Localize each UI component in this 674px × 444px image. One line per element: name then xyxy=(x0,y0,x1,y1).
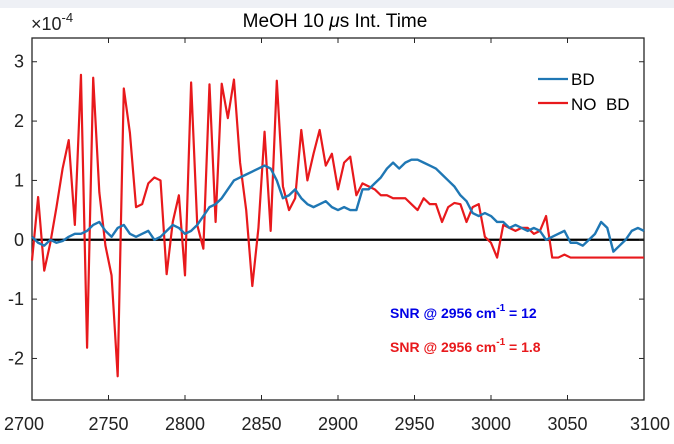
y-tick-labels: -2 -1 0 1 2 3 xyxy=(8,52,24,369)
axes-box xyxy=(31,37,645,401)
x-tick-label: 2750 xyxy=(88,414,128,434)
series-lines xyxy=(30,73,645,378)
annotation-snr-no-bd-sup: -1 xyxy=(496,337,505,348)
y-tick-label: 3 xyxy=(14,52,24,72)
y-tick-label: -1 xyxy=(8,289,24,309)
annotation-snr-bd: SNR @ 2956 cm-1 = 12 xyxy=(390,303,537,321)
annotation-snr-bd-suffix: = 12 xyxy=(505,305,537,321)
y-tick-label: 1 xyxy=(14,170,24,190)
y-exponent-prefix: ×10 xyxy=(31,14,62,34)
x-tick-labels: 2700 2750 2800 2850 2900 2950 3000 3050 3100 xyxy=(4,414,670,434)
series-line-bd xyxy=(31,158,645,253)
x-tick-label: 2800 xyxy=(165,414,205,434)
title-mu: μ xyxy=(328,11,340,32)
chart-title: MeOH 10 μs Int. Time xyxy=(243,11,428,32)
top-band xyxy=(0,0,674,8)
y-exponent-power: -4 xyxy=(62,10,74,25)
x-tick-label: 2700 xyxy=(4,414,44,434)
y-exponent-label: ×10-4 xyxy=(31,10,73,34)
annotation-snr-no-bd-prefix: SNR @ 2956 cm xyxy=(390,339,496,355)
legend-label-bd: BD xyxy=(571,70,595,89)
x-tick-label: 3050 xyxy=(547,414,587,434)
annotation-snr-bd-prefix: SNR @ 2956 cm xyxy=(390,305,496,321)
plot-area xyxy=(30,37,645,401)
x-tick-label: 2900 xyxy=(318,414,358,434)
x-tick-label: 3100 xyxy=(630,414,670,434)
tick-marks xyxy=(31,38,645,400)
title-suffix: s Int. Time xyxy=(340,11,428,32)
x-tick-label: 2850 xyxy=(241,414,281,434)
x-tick-label: 3000 xyxy=(471,414,511,434)
y-tick-label: -2 xyxy=(8,348,24,368)
legend: BD NO BD xyxy=(538,70,630,114)
y-tick-label: 2 xyxy=(14,111,24,131)
series-line-no-bd xyxy=(30,73,644,378)
title-prefix: MeOH 10 xyxy=(243,11,330,32)
annotation-snr-no-bd: SNR @ 2956 cm-1 = 1.8 xyxy=(390,337,541,355)
legend-label-no-bd: NO BD xyxy=(571,95,630,114)
y-tick-label: 0 xyxy=(14,230,24,250)
annotation-snr-bd-sup: -1 xyxy=(496,303,505,314)
x-tick-label: 2950 xyxy=(394,414,434,434)
annotation-snr-no-bd-suffix: = 1.8 xyxy=(505,339,541,355)
